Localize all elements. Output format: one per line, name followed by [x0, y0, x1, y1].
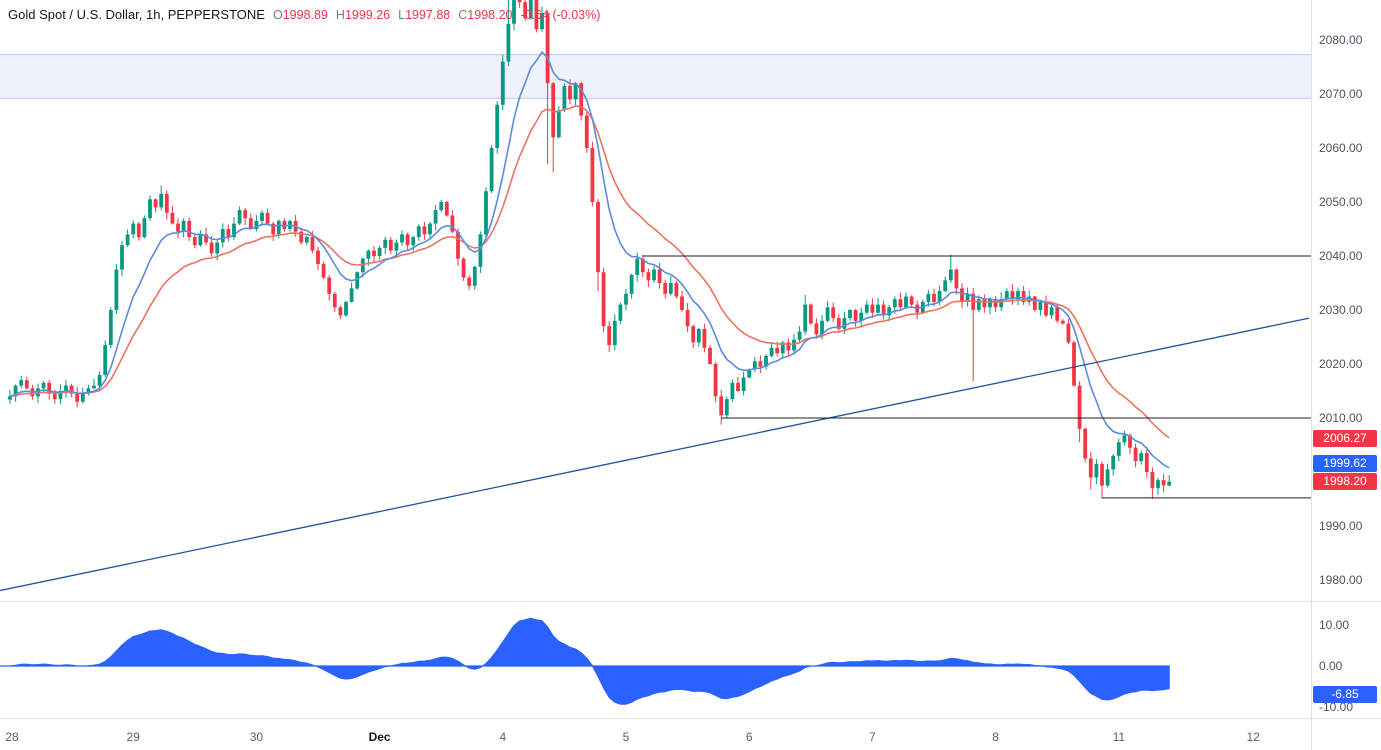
price-scale[interactable]: 2080.00 2070.00 2060.00 2050.00 2040.00 2030.…	[1319, 33, 1363, 714]
macd-area[interactable]	[0, 617, 1170, 705]
ma-fast-price-label: 1999.62	[1313, 455, 1377, 473]
time-label: 5	[623, 730, 630, 744]
indicator-value-label: -6.85	[1313, 685, 1377, 703]
time-label: Dec	[369, 730, 391, 744]
indicator-pane	[0, 617, 1170, 705]
main-pane	[0, 0, 1311, 592]
price-tick-label: 2080.00	[1319, 33, 1363, 47]
price-tick-label: 2070.00	[1319, 87, 1363, 101]
price-tick-label: 2060.00	[1319, 141, 1363, 155]
time-label: 28	[5, 730, 19, 744]
time-label: 30	[250, 730, 264, 744]
open-label: O	[272, 8, 283, 22]
time-scale[interactable]: 28 29 30 Dec 4 5 6 7 8 11 12	[5, 730, 1260, 744]
time-label: 12	[1247, 730, 1261, 744]
ma-slow-price-label: 2006.27	[1313, 429, 1377, 447]
candles	[8, 0, 1172, 499]
trendline[interactable]	[0, 317, 1310, 592]
change-value: -0.64 (-0.03%)	[520, 8, 601, 22]
ma-fast-line[interactable]	[9, 50, 1170, 469]
chart-legend: Gold Spot / U.S. Dollar, 1h, PEPPERSTONE…	[8, 7, 600, 22]
close-value: 1998.20	[467, 8, 513, 22]
time-label: 7	[869, 730, 876, 744]
symbol-title[interactable]: Gold Spot / U.S. Dollar, 1h, PEPPERSTONE	[8, 7, 265, 22]
time-label: 6	[746, 730, 753, 744]
ma-slow-line[interactable]	[9, 105, 1170, 439]
low-value: 1997.88	[405, 8, 451, 22]
price-tick-label: 2020.00	[1319, 357, 1363, 371]
indicator-tick-label: 10.00	[1319, 618, 1349, 632]
time-label: 4	[499, 730, 506, 744]
price-tick-label: 2050.00	[1319, 195, 1363, 209]
price-tick-label: 1990.00	[1319, 519, 1363, 533]
price-tick-label: 2010.00	[1319, 411, 1363, 425]
highlight-zone[interactable]	[0, 54, 1311, 99]
price-tick-label: 2030.00	[1319, 303, 1363, 317]
time-label: 11	[1113, 730, 1126, 744]
indicator-tick-label: -10.00	[1319, 700, 1353, 714]
last-price-label: 1998.20	[1313, 473, 1377, 491]
time-label: 8	[992, 730, 999, 744]
open-value: 1998.89	[282, 8, 328, 22]
indicator-tick-label: 0.00	[1319, 659, 1343, 673]
price-tick-label: 1980.00	[1319, 573, 1363, 587]
price-tick-label: 2040.00	[1319, 249, 1363, 263]
close-label: C	[458, 8, 468, 22]
time-label: 29	[127, 730, 141, 744]
low-label: L	[398, 8, 406, 22]
high-label: H	[335, 8, 345, 22]
high-value: 1999.26	[344, 8, 391, 22]
